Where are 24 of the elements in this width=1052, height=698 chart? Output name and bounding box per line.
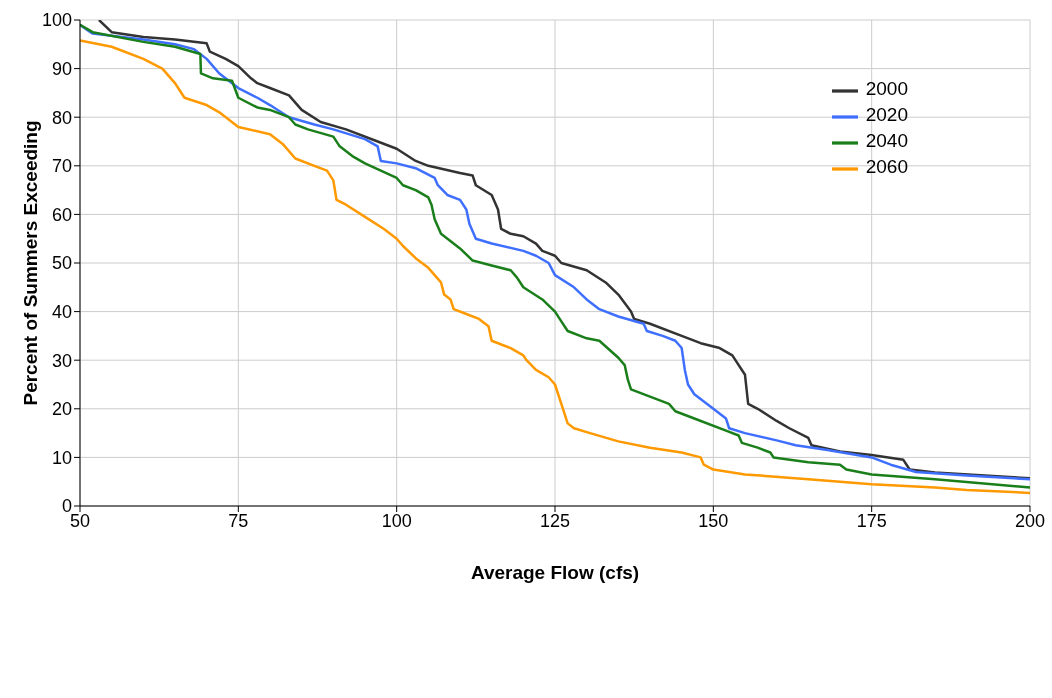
y-tick-label: 90 <box>51 58 72 79</box>
x-tick-label: 75 <box>228 510 249 531</box>
legend-label: 2000 <box>865 78 908 100</box>
y-tick-label: 70 <box>51 156 72 177</box>
x-tick-label: 150 <box>698 510 729 531</box>
y-tick-label: 50 <box>51 253 72 274</box>
y-axis-title: Percent of Summers Exceeding <box>19 120 41 406</box>
x-tick-label: 175 <box>856 510 887 531</box>
y-tick-label: 10 <box>51 447 72 468</box>
y-tick-label: 100 <box>41 10 72 31</box>
y-tick-label: 80 <box>51 107 72 128</box>
y-tick-label: 40 <box>51 301 72 322</box>
x-tick-label: 100 <box>381 510 412 531</box>
y-tick-label: 20 <box>51 399 72 420</box>
x-axis-title: Average Flow (cfs) <box>470 562 640 584</box>
x-tick-label: 50 <box>69 510 91 531</box>
y-tick-label: 60 <box>51 204 72 225</box>
legend-label: 2060 <box>865 156 908 178</box>
y-tick-label: 0 <box>61 496 72 517</box>
x-tick-label: 125 <box>539 510 571 531</box>
legend-label: 2020 <box>865 104 908 126</box>
x-tick-label: 200 <box>1014 510 1046 531</box>
legend-label: 2040 <box>865 130 908 152</box>
y-tick-label: 30 <box>51 350 72 371</box>
